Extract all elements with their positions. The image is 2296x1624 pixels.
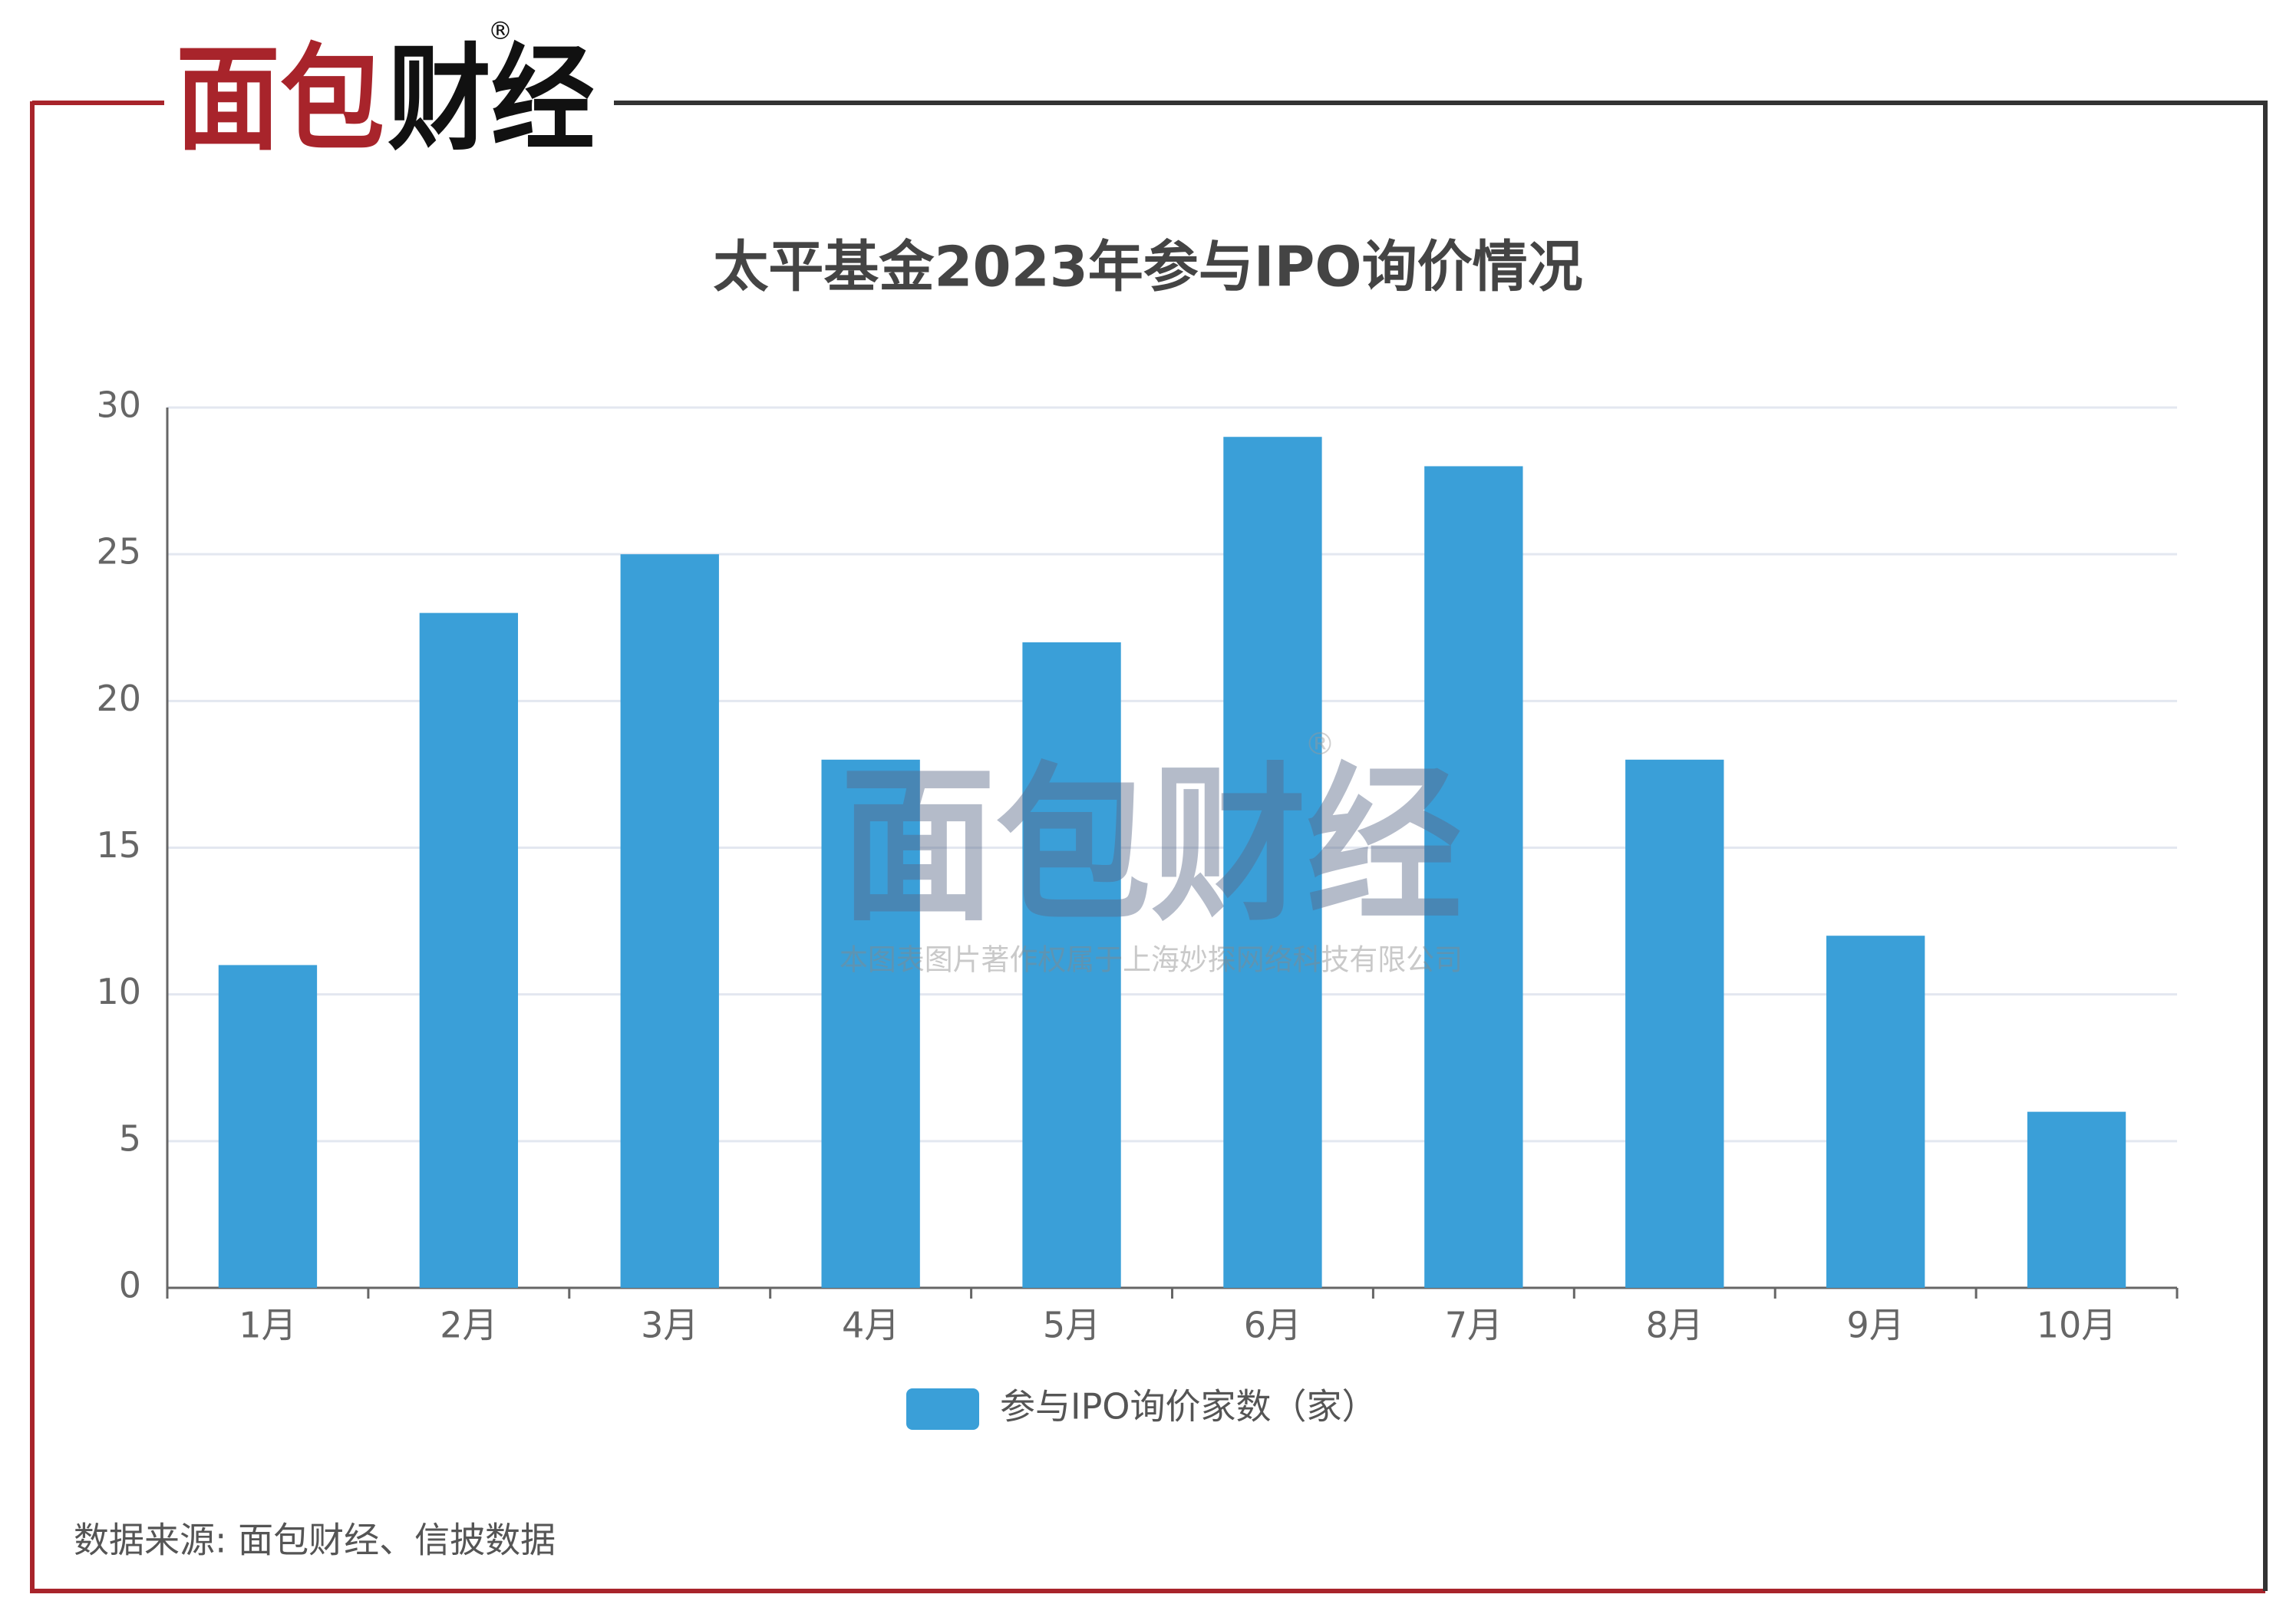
legend-label: 参与IPO询价家数（家）	[1000, 1386, 1377, 1428]
y-tick-label: 20	[96, 678, 141, 719]
watermark: 面包财经 ® 本图表图片著作权属于上海妙探网络科技有限公司	[840, 727, 1463, 977]
x-tick-label: 1月	[239, 1305, 296, 1346]
y-tick-label: 5	[119, 1117, 141, 1159]
plot: 0 5 10 15 20 25 30 1月 2月 3月 4月 5月 6月 7月 8月 9月 10月参与IPO询价…	[96, 385, 2179, 1430]
y-tick-label: 10	[96, 971, 141, 1012]
logo-part1: 面包	[176, 33, 384, 167]
watermark-logo: 面包财经	[840, 748, 1462, 944]
bar	[2027, 1111, 2126, 1288]
x-tick-label: 2月	[440, 1305, 497, 1346]
bar	[1022, 642, 1121, 1288]
x-tick-label: 10月	[2037, 1305, 2117, 1346]
y-tick-label: 0	[119, 1265, 141, 1306]
logo-mark: ®	[488, 16, 513, 45]
bar	[821, 759, 920, 1288]
bar	[1826, 936, 1925, 1288]
x-tick-label: 5月	[1043, 1305, 1100, 1346]
bar	[419, 612, 519, 1288]
frame-red	[30, 101, 2265, 1593]
y-tick-label: 15	[96, 824, 141, 866]
bar	[218, 965, 318, 1288]
watermark-mark: ®	[1305, 727, 1335, 762]
x-tick-label: 9月	[1847, 1305, 1905, 1346]
y-tick-label: 25	[96, 531, 141, 573]
logo-part2: 财经	[388, 33, 595, 167]
bar	[1223, 437, 1322, 1288]
x-tick-label: 3月	[641, 1305, 698, 1346]
legend-swatch	[906, 1388, 979, 1430]
source: 数据来源: 面包财经、信披数据	[74, 1520, 556, 1561]
watermark-text: 本图表图片著作权属于上海妙探网络科技有限公司	[840, 943, 1463, 977]
y-tick-label: 30	[96, 385, 141, 426]
x-tick-label: 6月	[1244, 1305, 1301, 1346]
bar	[1424, 466, 1523, 1288]
chart-title: 太平基金2023年参与IPO询价情况	[713, 235, 1582, 299]
frame-dark	[614, 101, 2268, 1591]
bar	[1625, 759, 1724, 1288]
bar	[620, 554, 719, 1288]
x-tick-label: 4月	[842, 1305, 899, 1346]
x-tick-label: 7月	[1445, 1305, 1503, 1346]
x-tick-label: 8月	[1646, 1305, 1704, 1346]
